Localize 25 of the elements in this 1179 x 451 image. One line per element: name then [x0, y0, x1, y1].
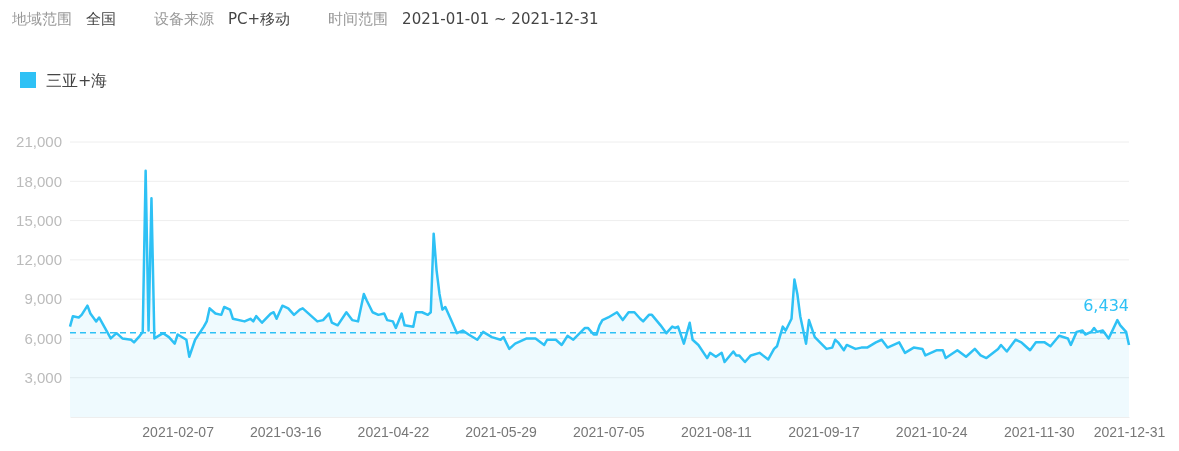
x-tick-label: 2021-12-31: [1093, 423, 1166, 440]
y-tick-label: 6,000: [24, 329, 62, 347]
ref-line-label: 6,434: [1083, 295, 1129, 315]
y-tick-label: 15,000: [16, 211, 62, 229]
y-tick-label: 3,000: [24, 369, 62, 387]
text: 2021-01-01 ~ 2021-12-31: [402, 10, 599, 28]
text: 设备来源: [154, 10, 214, 28]
text: 全国: [86, 10, 116, 28]
y-tick-label: 18,000: [16, 172, 62, 190]
text: PC+移动: [228, 10, 291, 28]
x-tick-label: 2021-07-05: [572, 423, 645, 440]
y-tick-label: 9,000: [24, 290, 62, 308]
x-tick-label: 2021-10-24: [895, 423, 968, 440]
x-tick-label: 2021-02-07: [142, 423, 215, 440]
text: 时间范围: [328, 10, 389, 28]
x-tick-label: 2021-04-22: [357, 423, 430, 440]
y-tick-label: 12,000: [16, 251, 62, 269]
x-tick-label: 2021-05-29: [465, 423, 538, 440]
legend-label: 三亚+海: [46, 71, 108, 90]
y-tick-label: 21,000: [16, 133, 62, 151]
x-tick-label: 2021-03-16: [249, 423, 322, 440]
text: 地域范围: [11, 10, 72, 28]
x-tick-label: 2021-09-17: [788, 423, 861, 440]
x-tick-label: 2021-11-30: [1004, 423, 1075, 440]
x-tick-label: 2021-08-11: [681, 423, 752, 440]
